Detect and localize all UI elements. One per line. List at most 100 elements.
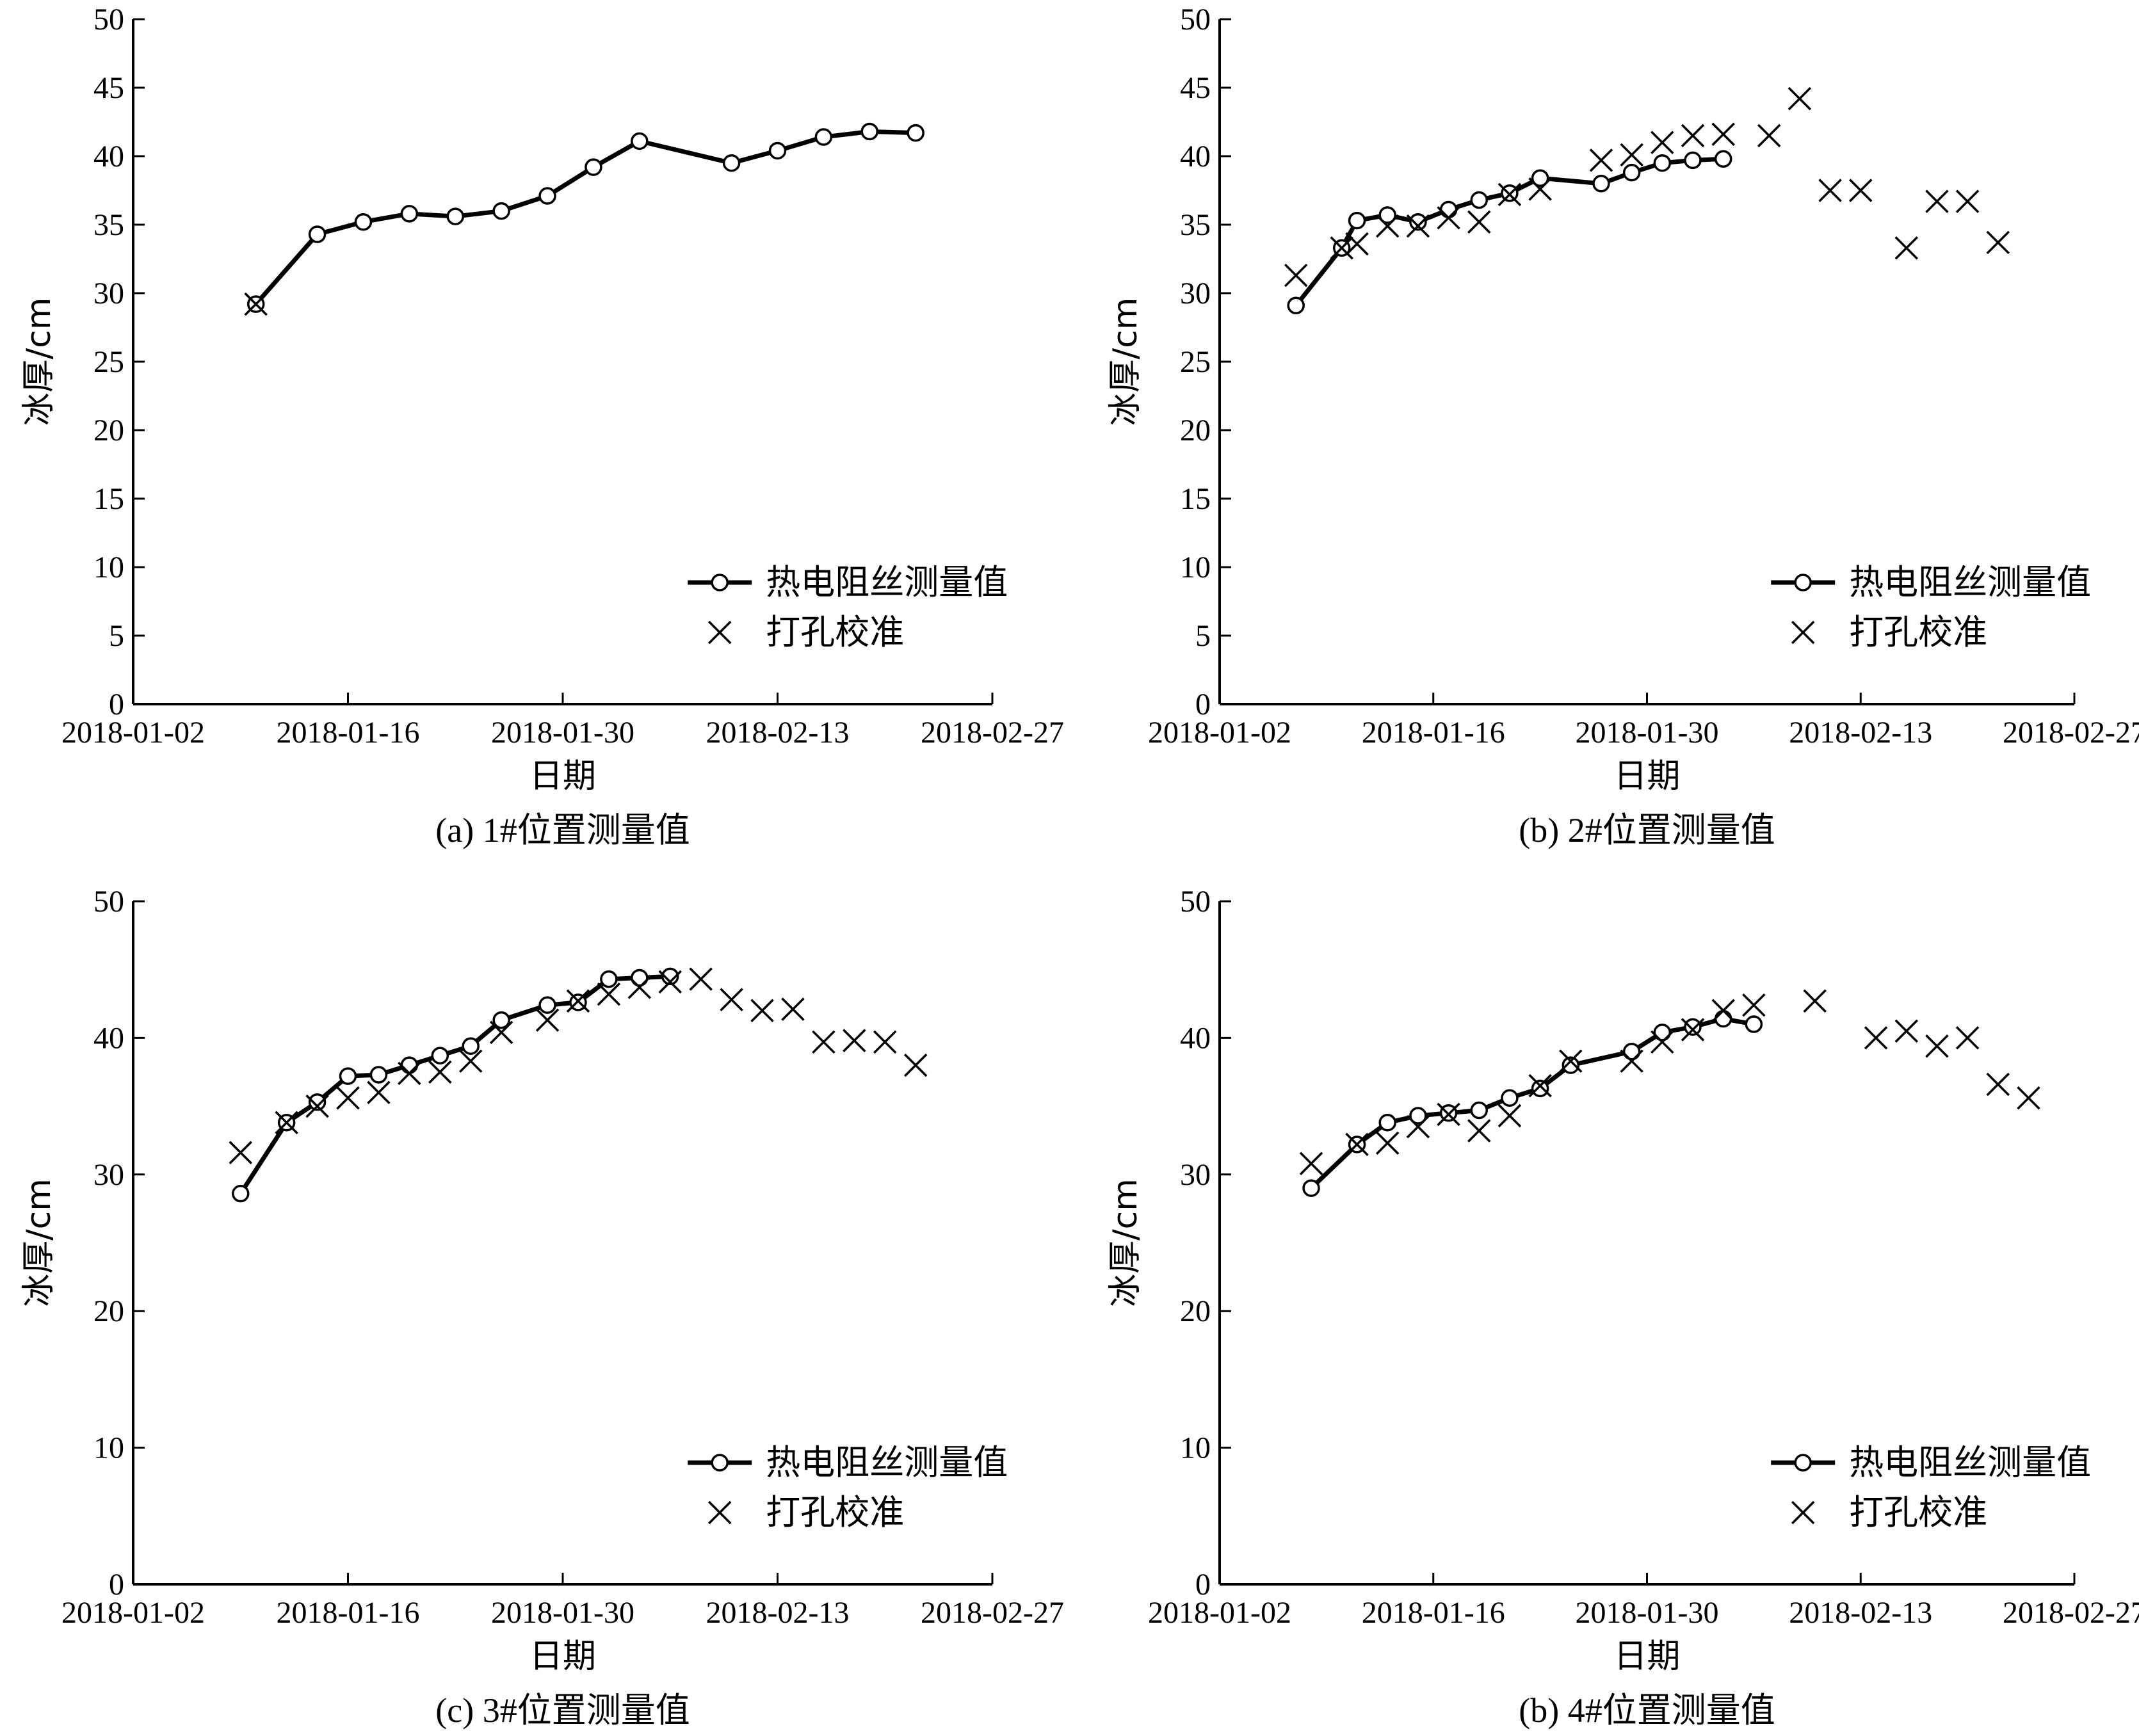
y-tick-label: 50 — [1180, 3, 1211, 36]
data-point-circle — [1592, 175, 1610, 193]
data-point-cross — [1330, 236, 1353, 260]
data-point-cross — [458, 1049, 483, 1073]
data-point-cross — [1955, 189, 1980, 213]
data-point-cross — [1894, 236, 1919, 260]
data-point-circle — [1409, 1107, 1427, 1125]
data-point-cross — [428, 1060, 452, 1084]
y-tick-label: 10 — [93, 1431, 124, 1465]
data-point-cross — [1849, 179, 1873, 202]
y-tick-label: 40 — [1180, 1021, 1211, 1055]
legend-label-resistance: 热电阻丝测量值 — [766, 1442, 1008, 1483]
data-point-cross — [1651, 1030, 1674, 1054]
data-point-cross — [1528, 177, 1552, 201]
y-tick-label: 0 — [109, 1568, 124, 1602]
data-point-circle — [1714, 1009, 1732, 1028]
x-tick-label: 2018-01-02 — [1148, 1596, 1291, 1630]
data-point-cross — [275, 1111, 298, 1134]
y-tick-label: 30 — [93, 277, 124, 310]
data-point-cross — [1406, 1114, 1430, 1139]
data-point-cross — [489, 1020, 513, 1045]
legend-label-resistance: 热电阻丝测量值 — [766, 562, 1008, 602]
data-point-circle — [431, 1047, 449, 1065]
y-tick-label: 0 — [109, 687, 124, 721]
panel-caption: (b) 2#位置测量值 — [1519, 811, 1775, 849]
y-tick-label: 20 — [93, 414, 124, 447]
y-tick-label: 45 — [93, 71, 124, 105]
data-point-cross — [1894, 1019, 1919, 1043]
data-point-circle — [1745, 1015, 1763, 1033]
y-tick-label: 25 — [93, 345, 124, 379]
y-tick-label: 35 — [93, 208, 124, 242]
data-point-cross — [1284, 263, 1308, 287]
data-point-circle — [1501, 1089, 1519, 1107]
data-point-cross — [781, 997, 805, 1021]
data-point-cross — [1711, 122, 1735, 146]
data-point-circle — [1378, 1113, 1396, 1132]
data-point-cross — [535, 1008, 560, 1032]
y-tick-label: 10 — [93, 551, 124, 584]
data-point-cross — [1559, 1049, 1583, 1073]
y-tick-label: 30 — [1180, 277, 1211, 310]
data-point-circle — [232, 1184, 250, 1203]
data-point-cross — [1742, 993, 1766, 1017]
y-tick-label: 20 — [1180, 414, 1211, 447]
y-tick-label: 50 — [93, 885, 124, 919]
data-point-cross — [1497, 1104, 1522, 1128]
legend-circle-swatch — [1794, 574, 1812, 591]
data-point-cross — [812, 1030, 835, 1054]
legend-cross-swatch — [1791, 1500, 1815, 1525]
legend-label-drill: 打孔校准 — [1849, 1492, 1987, 1532]
data-point-circle — [631, 132, 649, 150]
y-tick-label: 10 — [1180, 1431, 1211, 1465]
data-point-cross — [658, 970, 682, 994]
data-point-cross — [398, 1061, 421, 1086]
legend-label-resistance: 热电阻丝测量值 — [1849, 1442, 2091, 1483]
data-point-circle — [1470, 1101, 1489, 1120]
data-point-circle — [1622, 163, 1641, 182]
legend-cross-swatch — [1791, 620, 1815, 645]
data-point-cross — [1589, 149, 1613, 172]
x-axis-title: 日期 — [1613, 757, 1680, 796]
data-point-cross — [1986, 1072, 2010, 1097]
series-line-resistance — [238, 974, 670, 1195]
data-point-circle — [462, 1037, 480, 1055]
y-tick-label: 0 — [1195, 1568, 1211, 1602]
data-point-cross — [1681, 124, 1705, 148]
data-point-circle — [1470, 191, 1489, 209]
data-point-circle — [722, 154, 741, 172]
data-point-cross — [2017, 1086, 2040, 1110]
data-point-cross — [1620, 1049, 1643, 1073]
panel-c: 0 10 20 30 40 50 2018-01-02 2018-01-16 2018-01-3… — [20, 885, 1064, 1730]
panel-caption: (a) 1#位置测量值 — [435, 811, 690, 849]
y-axis-title: 冰厚/cm — [20, 298, 58, 426]
x-tick-label: 2018-02-27 — [2003, 716, 2139, 750]
data-point-cross — [244, 292, 268, 316]
data-point-circle — [446, 207, 464, 225]
data-point-cross — [1620, 143, 1643, 167]
data-point-circle — [661, 967, 679, 986]
series-line-resistance — [1309, 1016, 1754, 1190]
panel-caption: (b) 4#位置测量值 — [1519, 1691, 1775, 1730]
data-point-cross — [229, 1141, 252, 1164]
x-tick-label: 2018-01-16 — [1362, 716, 1505, 750]
y-axis-title: 冰厚/cm — [1106, 1178, 1145, 1307]
data-point-cross — [1803, 989, 1827, 1013]
legend-circle-swatch — [711, 574, 729, 591]
data-point-cross — [1375, 214, 1400, 238]
data-point-circle — [1622, 1042, 1641, 1061]
data-point-circle — [1714, 150, 1732, 168]
data-point-circle — [1531, 169, 1549, 187]
data-point-circle — [369, 1066, 388, 1084]
data-point-circle — [1287, 296, 1305, 315]
data-point-circle — [339, 1067, 357, 1085]
y-tick-label: 35 — [1180, 208, 1211, 242]
y-tick-label: 50 — [1180, 885, 1211, 919]
legend-cross-swatch — [708, 620, 732, 645]
data-point-cross — [305, 1094, 329, 1118]
x-tick-label: 2018-02-27 — [921, 1596, 1064, 1630]
data-point-circle — [1684, 151, 1702, 170]
data-point-cross — [566, 989, 590, 1013]
y-tick-label: 50 — [93, 3, 124, 36]
y-axis-title: 冰厚/cm — [20, 1178, 58, 1307]
legend-cross-swatch — [708, 1500, 732, 1525]
